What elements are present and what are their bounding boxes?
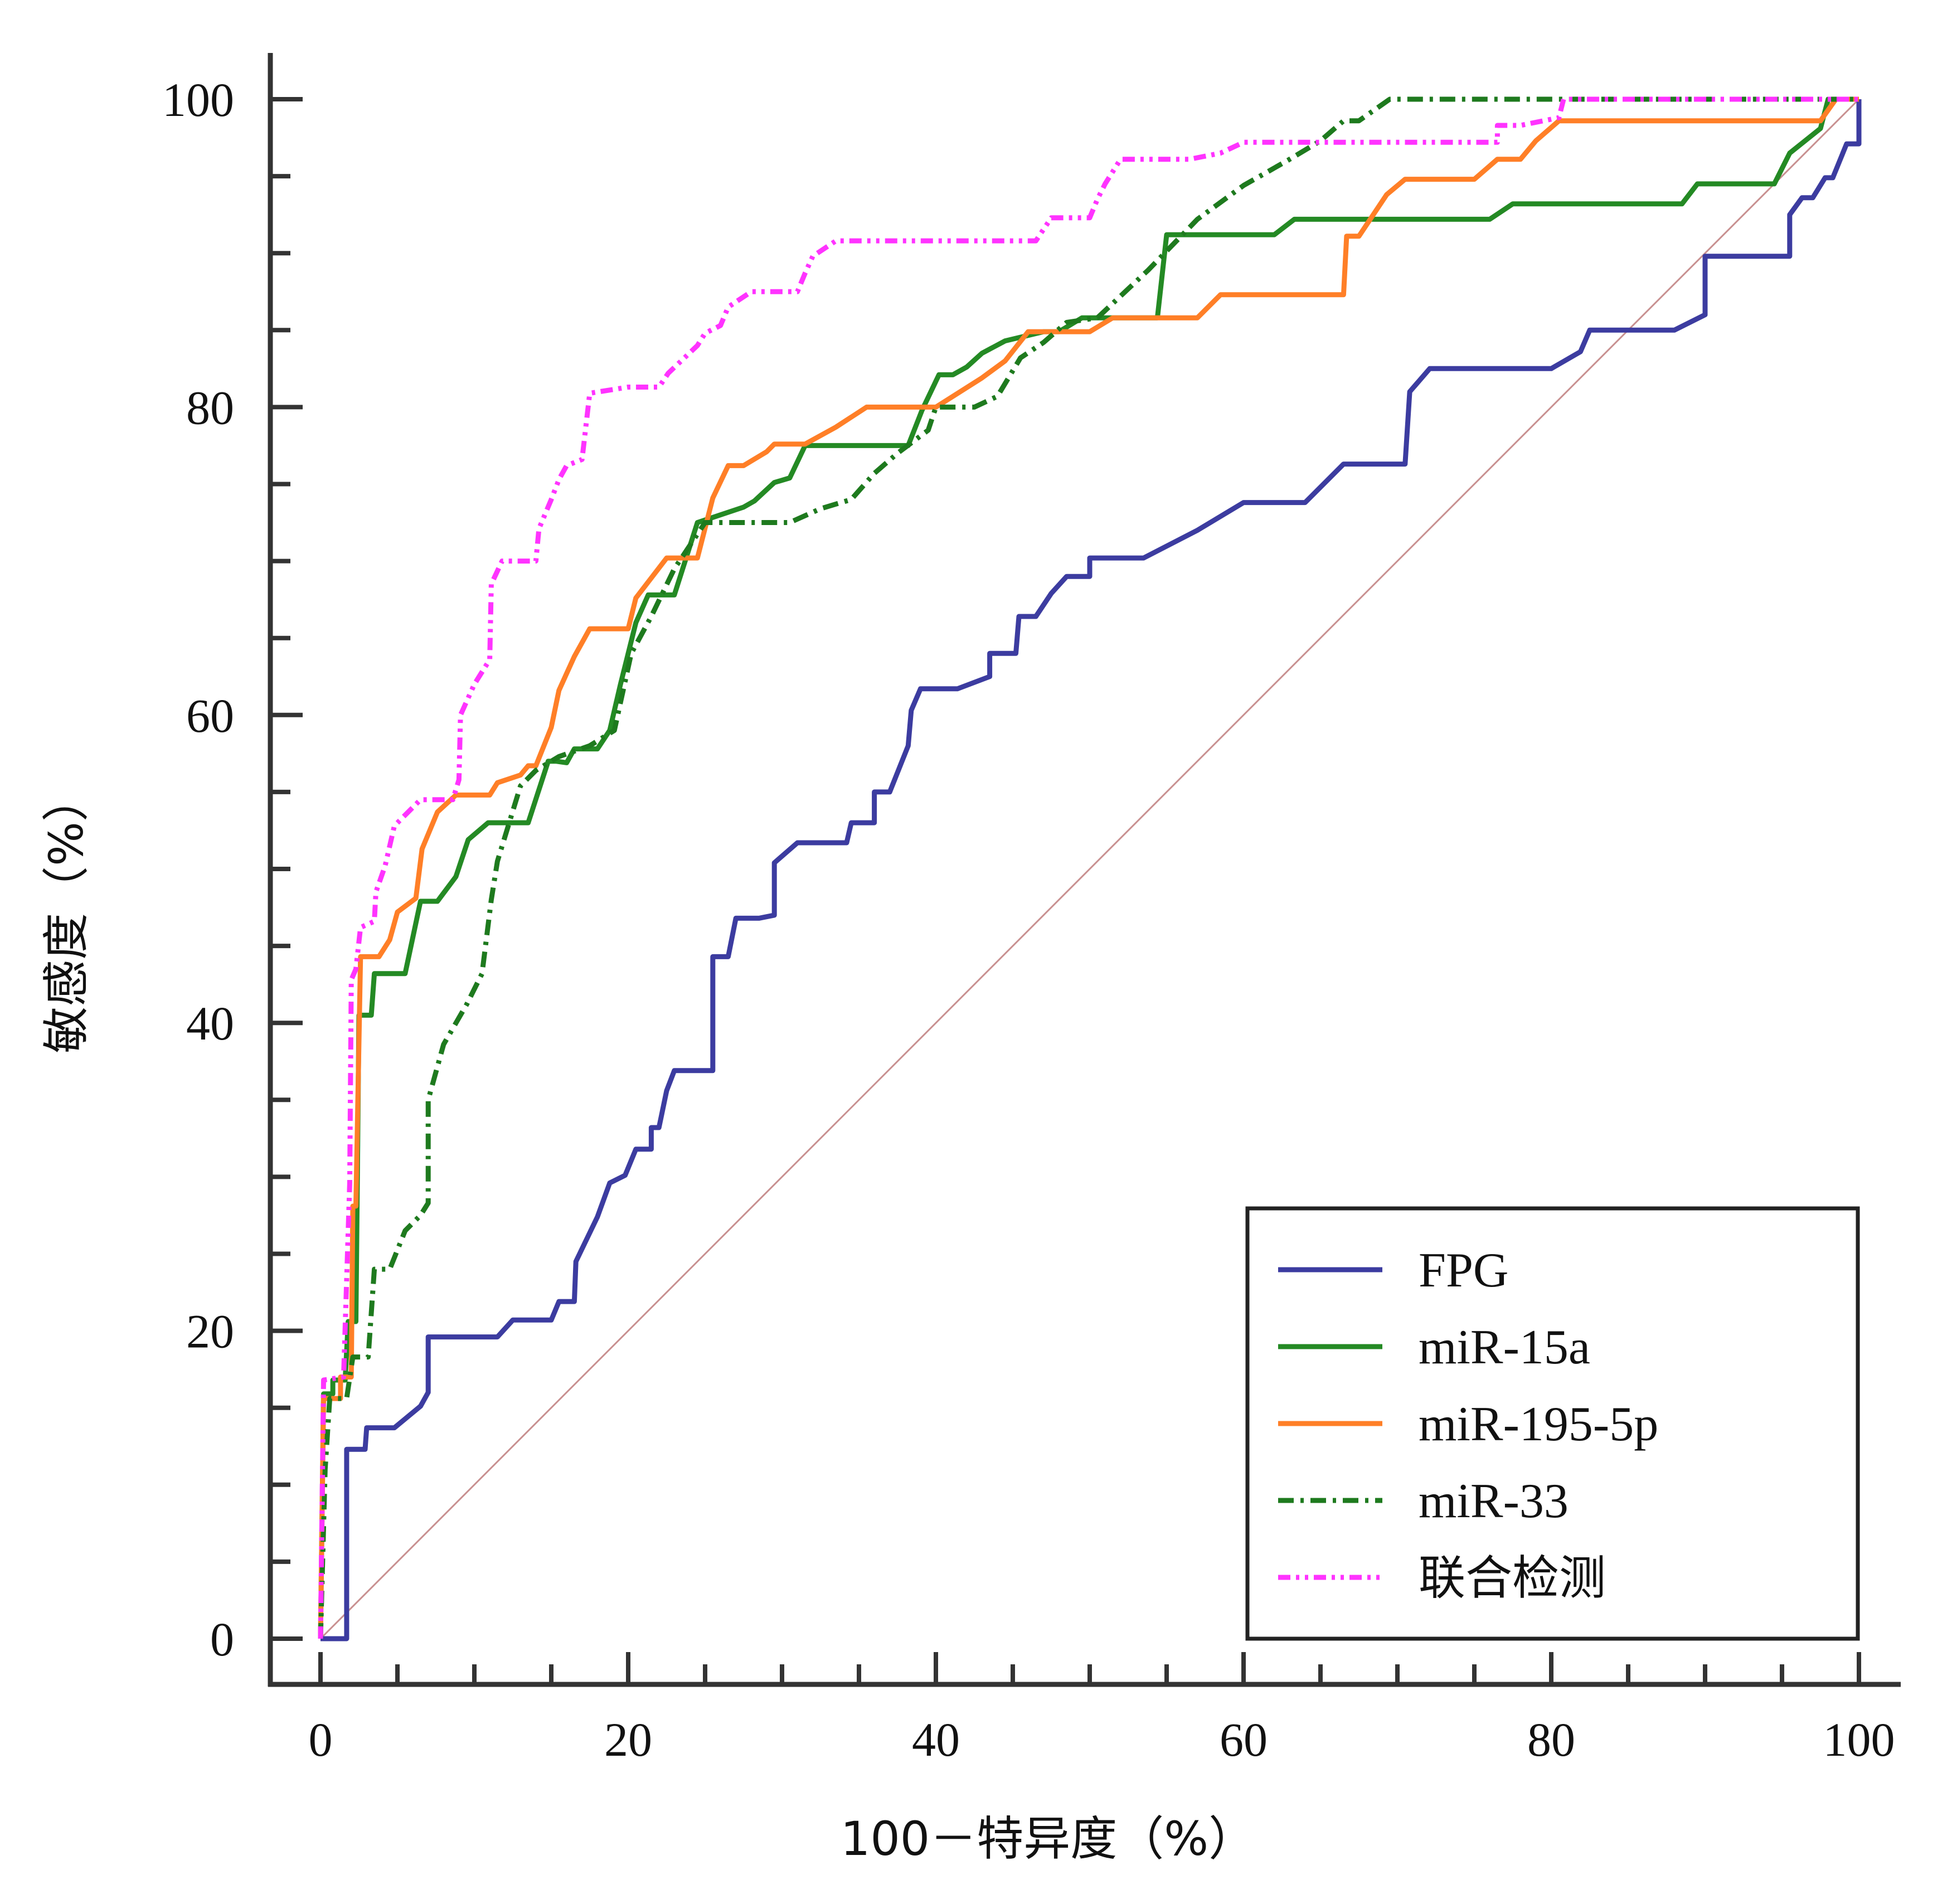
legend-label-4: miR-33	[1419, 1474, 1569, 1528]
legend-label-3: miR-195-5p	[1419, 1397, 1658, 1451]
x-axis-title: 100－特异度（%）	[841, 1811, 1255, 1866]
y-tick-label: 100	[162, 73, 234, 127]
y-tick-label: 20	[186, 1305, 234, 1358]
x-tick-label: 0	[309, 1713, 333, 1766]
reference-diagonal	[319, 98, 1860, 1640]
x-tick-label: 60	[1220, 1713, 1268, 1766]
tick-label-layer: 0 20 40 60 80 100 0 20 40 60 80 100	[162, 73, 1895, 1766]
series-line-2	[318, 96, 1859, 1639]
legend-label-2: miR-15a	[1419, 1320, 1590, 1374]
y-tick-label: 40	[186, 997, 234, 1050]
x-tick-label: 40	[912, 1713, 960, 1766]
legend: FPG miR-15a miR-195-5p miR-33 联合检测	[1245, 1206, 1860, 1641]
legend-label-1: FPG	[1419, 1244, 1508, 1298]
x-tick-label: 100	[1823, 1713, 1895, 1766]
axis-layer	[268, 53, 1901, 1687]
reference-layer	[319, 98, 1860, 1640]
x-tick-label: 80	[1527, 1713, 1575, 1766]
series-line-4	[318, 96, 1859, 1639]
legend-entries: FPG miR-15a miR-195-5p miR-33 联合检测	[1278, 1244, 1658, 1605]
series-layer	[318, 96, 1862, 1641]
series-line-1	[321, 99, 1862, 1641]
legend-label-5: 联合检测	[1419, 1551, 1606, 1605]
y-tick-label: 0	[210, 1612, 234, 1666]
series-line-5	[318, 96, 1859, 1639]
y-tick-label: 80	[186, 381, 234, 434]
x-tick-label: 20	[604, 1713, 652, 1766]
series-line-3	[318, 96, 1859, 1639]
y-tick-label: 60	[186, 689, 234, 742]
y-axis-title: 敏感度（%）	[39, 775, 94, 1053]
